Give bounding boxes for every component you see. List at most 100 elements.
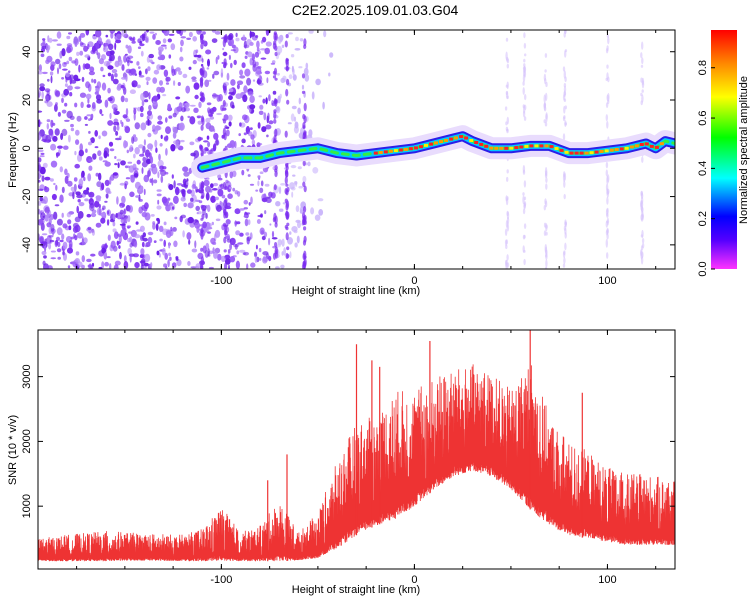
ridge-hotspot	[494, 146, 499, 150]
noise-speckle	[275, 201, 281, 207]
snr-marks	[38, 330, 675, 562]
noise-speckles	[38, 30, 334, 269]
noise-speckle	[50, 131, 54, 140]
noise-speckle	[301, 84, 305, 90]
noise-speckle	[204, 79, 210, 88]
noise-speckle	[66, 212, 72, 218]
vertical-streak	[523, 116, 527, 121]
noise-speckle	[163, 136, 169, 141]
vertical-streak	[505, 244, 508, 250]
noise-speckle	[210, 148, 216, 152]
noise-speckle	[134, 181, 141, 189]
vertical-streak	[605, 238, 608, 248]
noise-speckle	[194, 222, 201, 229]
ridge-hotspot	[469, 139, 474, 142]
vertical-streak	[606, 64, 609, 69]
noise-speckle	[263, 112, 267, 121]
noise-speckle	[157, 199, 160, 205]
vertical-streak	[222, 182, 227, 188]
noise-speckle	[165, 230, 172, 238]
noise-speckle	[280, 183, 286, 186]
y-tick-label: 40	[21, 46, 33, 58]
noise-speckle	[44, 206, 50, 214]
ridge-hotspot	[544, 144, 549, 148]
noise-speckle	[120, 160, 126, 166]
vertical-streak	[224, 125, 228, 129]
noise-speckle	[94, 200, 100, 208]
noise-speckle	[261, 126, 267, 133]
noise-speckle	[212, 106, 217, 112]
noise-speckle	[125, 108, 129, 116]
colorbar-tick-label: 0.2	[697, 211, 709, 226]
noise-speckle	[239, 69, 244, 76]
noise-speckle	[165, 126, 171, 134]
noise-speckle	[134, 173, 139, 178]
noise-speckle	[190, 152, 196, 157]
noise-speckle	[232, 170, 237, 178]
noise-speckle	[38, 132, 42, 141]
noise-speckle	[174, 216, 178, 220]
noise-speckle	[203, 179, 210, 187]
noise-speckle	[181, 30, 187, 33]
noise-speckle	[88, 130, 91, 134]
vertical-streak	[505, 37, 509, 42]
noise-speckle	[88, 263, 93, 269]
ridge-hotspot	[378, 151, 383, 154]
noise-speckle	[129, 191, 135, 198]
noise-speckle	[74, 150, 77, 156]
noise-speckle	[212, 188, 218, 191]
vertical-streak	[563, 105, 566, 114]
noise-speckle	[217, 188, 224, 197]
noise-speckle	[151, 166, 158, 175]
vertical-streak	[523, 202, 526, 210]
noise-speckle	[217, 177, 223, 181]
noise-speckle	[250, 196, 253, 205]
noise-speckle	[169, 256, 172, 261]
noise-speckle	[206, 102, 212, 106]
x-tick-label: 100	[598, 574, 616, 586]
vertical-streak	[273, 184, 277, 191]
noise-speckle	[230, 62, 233, 69]
vertical-streak	[523, 58, 526, 63]
noise-speckle	[128, 231, 133, 234]
noise-speckle	[135, 221, 139, 225]
noise-speckle	[115, 130, 119, 136]
noise-speckle	[121, 64, 125, 71]
noise-speckle	[116, 240, 120, 246]
noise-speckle	[156, 64, 162, 71]
noise-speckle	[201, 58, 204, 63]
noise-speckle	[212, 247, 215, 254]
noise-speckle	[69, 76, 73, 85]
vertical-streak	[223, 186, 227, 190]
noise-speckle	[138, 66, 141, 69]
noise-speckle	[107, 120, 114, 126]
noise-speckle	[136, 159, 141, 165]
noise-speckle	[279, 38, 283, 43]
vertical-streak	[641, 41, 644, 50]
noise-speckle	[170, 226, 173, 232]
noise-speckle	[180, 102, 186, 107]
vertical-streak	[641, 89, 644, 93]
vertical-streak	[564, 221, 567, 226]
noise-speckle	[44, 214, 49, 222]
vertical-streak	[201, 66, 205, 75]
spectrogram-frame	[37, 29, 676, 270]
noise-speckle	[146, 56, 150, 63]
noise-speckle	[163, 69, 169, 78]
ridge-hotspot	[489, 146, 494, 150]
vertical-streak	[200, 42, 204, 50]
noise-speckle	[297, 107, 301, 115]
noise-speckle	[67, 265, 71, 269]
vertical-streak	[199, 68, 203, 74]
vertical-streak	[641, 229, 644, 239]
noise-speckle	[259, 227, 265, 235]
ridge-hotspot	[499, 146, 504, 150]
ridge-hotspot	[609, 148, 614, 152]
noise-speckle	[45, 93, 51, 102]
noise-speckle	[162, 38, 167, 44]
noise-speckle	[149, 31, 155, 34]
noise-speckle	[317, 198, 324, 202]
noise-speckle	[256, 40, 260, 49]
noise-speckle	[181, 107, 186, 113]
noise-speckle	[78, 202, 85, 207]
